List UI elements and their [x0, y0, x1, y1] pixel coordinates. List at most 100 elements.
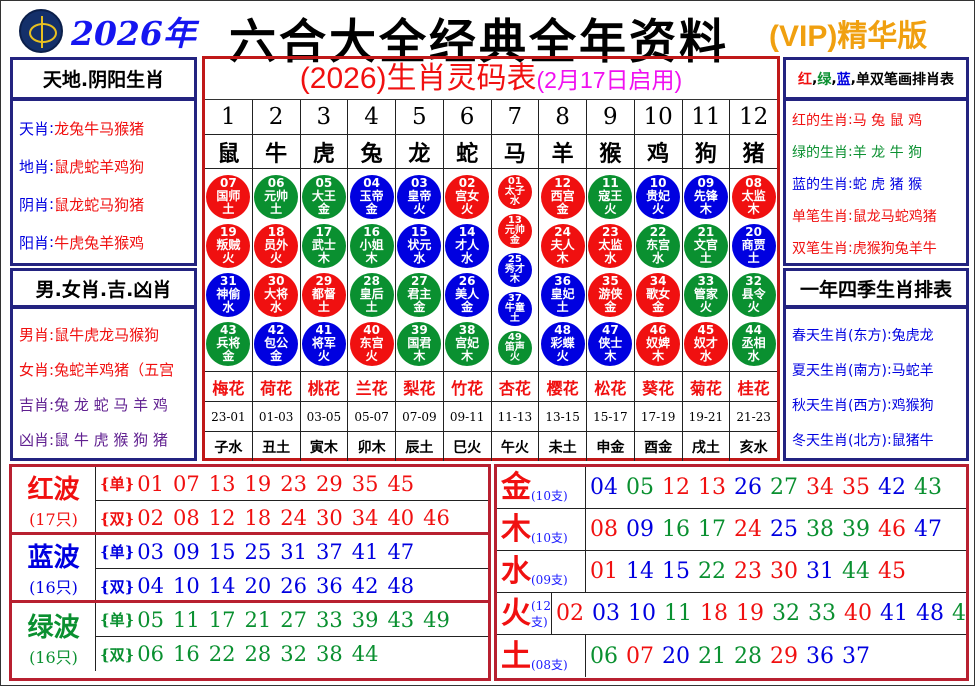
item-key: 春天生肖(东方): [792, 327, 887, 344]
flower: 葵花: [635, 372, 683, 401]
number-ball: 48 彩蝶火: [540, 321, 585, 366]
ball-element: 木: [747, 202, 760, 216]
ball-element: 火: [270, 251, 283, 265]
element-row: 火(12支)02 03 10 11 18 19 32 33 40 41 48 49: [497, 593, 966, 635]
earthly-branch: 申金: [587, 432, 635, 461]
wave-numbers: {单} 05 11 17 21 27 33 39 43 49 {双} 06 16 22 28 32 38 44: [96, 603, 488, 671]
item-value: 牛虎兔羊猴鸡: [54, 233, 145, 252]
item-sep: :: [848, 176, 853, 192]
wave-name: 红波: [27, 475, 80, 505]
number-ball: 38 宫妃木: [445, 321, 490, 366]
ball-title: 夫人: [550, 238, 575, 252]
item-value: 马 兔 鼠 鸡: [852, 113, 923, 129]
ball-number: 41: [315, 323, 333, 337]
ball-element: 木: [699, 202, 712, 216]
number-ball: 34 歌女金: [636, 272, 681, 317]
item-key: 凶肖: [19, 431, 50, 449]
number-ball: 18 员外火: [254, 223, 299, 268]
wave-number: 32: [280, 642, 307, 666]
ball-title: 兵将: [216, 336, 241, 350]
ball-title: 西宫: [550, 189, 575, 203]
ball-title: 元帅: [504, 224, 525, 236]
wave-number: 45: [387, 471, 415, 496]
item-sep: :: [49, 233, 55, 251]
ball-element: 金: [461, 300, 474, 314]
element-number: 15: [662, 559, 690, 584]
wave-number: 25: [244, 539, 272, 564]
ball-number: 17: [315, 225, 333, 239]
wave-number: 05: [137, 607, 165, 632]
wave-subrow: {双} 04 10 14 20 26 36 42 48: [96, 569, 488, 603]
number-ball: 31 神偷水: [206, 272, 251, 317]
wave-count: (16只): [29, 647, 78, 667]
tiandi-list: 天肖: 龙兔牛马猴猪 地肖: 鼠虎蛇羊鸡狗 阴肖: 鼠龙蛇马狗猪 阳肖: 牛虎兔羊猴鸡: [10, 98, 197, 266]
wave-number: 27: [280, 607, 307, 632]
ball-element: 土: [747, 251, 760, 265]
wave-count: (16只): [29, 578, 78, 597]
element-number: 36: [806, 643, 834, 669]
number-ball: 46 奴婢木: [636, 321, 681, 366]
ball-number: 32: [745, 274, 762, 288]
ball-element: 木: [317, 251, 330, 265]
number-ball: 09 先锋木: [683, 174, 728, 219]
zodiac-code-table: (2026)生肖灵码表(2月17日启用) 1 2 3 4 5 6 7 8 9 10 11 12 鼠牛虎…: [202, 56, 780, 461]
ball-title: 都督: [311, 287, 336, 301]
year-label: 2026年: [71, 14, 196, 53]
time-range: 07-09: [396, 402, 444, 431]
element-number: 09: [626, 517, 654, 542]
ball-title: 宫妃: [455, 336, 480, 350]
item-sep: :: [848, 144, 853, 160]
ball-number: 19: [220, 225, 237, 239]
item-key: 红的生肖: [792, 113, 848, 129]
element-numbers: 06 07 20 21 28 29 36 37: [586, 635, 966, 677]
element-number: 13: [698, 475, 726, 500]
list-item: 冬天生肖(北方): 鼠猪牛: [792, 422, 966, 457]
element-number: 07: [626, 643, 654, 669]
ball-number: 25: [507, 253, 522, 265]
ball-element: 木: [556, 251, 569, 265]
table-title-text: (2026)生肖灵码表: [299, 62, 537, 95]
item-key: 男肖: [19, 326, 50, 344]
time-range: 15-17: [587, 402, 635, 431]
ball-number: 35: [602, 274, 619, 288]
element-number: 34: [806, 475, 834, 500]
ball-number: 28: [363, 274, 380, 288]
column-number: 1: [205, 100, 253, 134]
element-number: 22: [698, 559, 726, 584]
ball-number: 11: [602, 176, 619, 190]
ball-column: 08 太监木 20 商贾土 32 县令火 44 丞相水: [730, 169, 777, 371]
ball-number: 10: [649, 176, 667, 190]
table-subtitle: (2月17日启用): [536, 67, 683, 93]
ball-element: 火: [747, 300, 760, 314]
title-green: 绿: [817, 71, 832, 88]
ball-title: 太子: [504, 185, 525, 197]
ball-number: 42: [267, 323, 285, 337]
ball-element: 土: [509, 313, 520, 325]
element-label: 火 (12支): [497, 593, 552, 634]
wave-number: 39: [351, 607, 379, 632]
zodiac-9: 猴: [587, 135, 635, 168]
number-ball: 10 贵妃火: [636, 174, 681, 219]
column-number: 6: [444, 100, 492, 134]
ball-title: 管家: [693, 287, 718, 301]
zodiac-row: 鼠牛虎兔龙蛇马羊猴鸡狗猪: [205, 135, 777, 169]
wave-number: 31: [280, 539, 307, 564]
wave-number: 01: [137, 471, 165, 496]
ball-title: 将军: [311, 336, 336, 350]
number-ball: 24 夫人木: [540, 223, 585, 268]
number-ball: 07 国师土: [206, 174, 251, 219]
item-key: 双笔生肖: [792, 241, 848, 257]
item-value: 鼠龙马蛇鸡猪: [852, 209, 937, 225]
ball-column: 01 太子水 13 元帅金 25 秀才木 37 牛童土 49 笛声火: [492, 169, 540, 371]
number-ball: 17 武士木: [301, 223, 346, 268]
ball-title: 游侠: [598, 287, 623, 301]
ball-title: 太监: [598, 238, 623, 252]
ball-element: 火: [222, 251, 235, 265]
column-number: 2: [253, 100, 301, 134]
flower: 兰花: [348, 372, 396, 401]
list-item: 蓝的生肖: 蛇 虎 猪 猴: [792, 168, 966, 200]
element-number: 01: [590, 559, 618, 584]
element-numbers: 01 14 15 22 23 30 31 44 45: [586, 551, 966, 592]
element-number: 12: [662, 475, 690, 500]
number-ball: 12 西宫金: [540, 174, 585, 219]
